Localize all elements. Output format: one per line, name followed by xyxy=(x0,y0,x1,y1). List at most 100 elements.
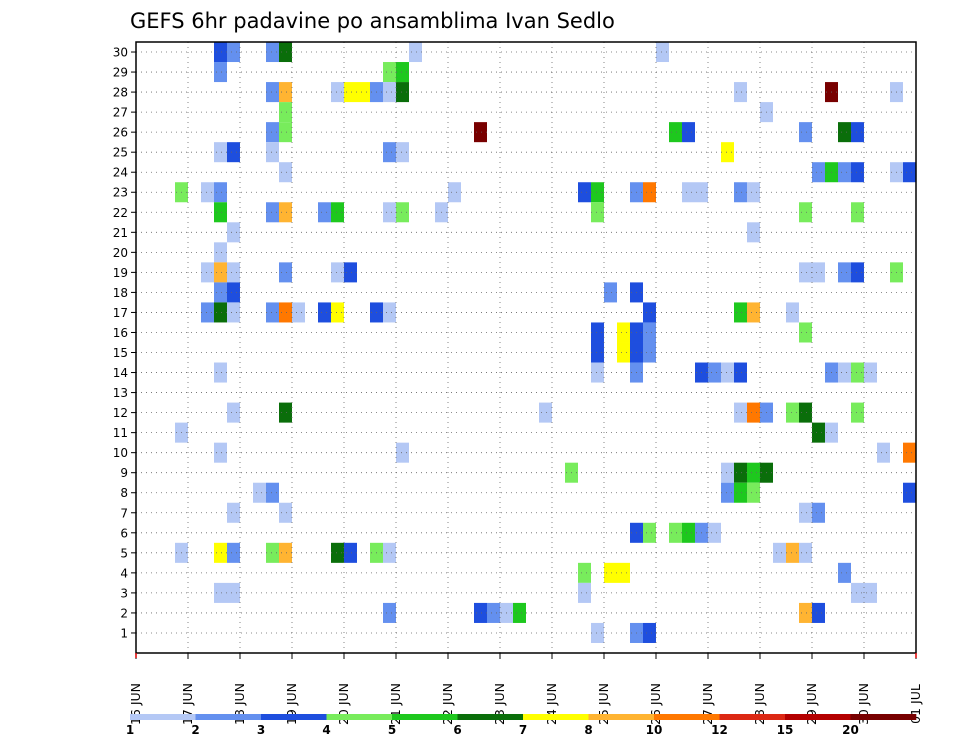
heatmap-cell xyxy=(279,502,292,523)
legend-label: 2 xyxy=(191,723,199,737)
legend-swatch xyxy=(326,714,393,720)
heatmap-cell xyxy=(734,82,747,103)
y-tick-label: 1 xyxy=(120,626,128,640)
heatmap-cell xyxy=(396,142,409,163)
y-tick-label: 30 xyxy=(113,46,128,60)
legend-swatch xyxy=(850,714,917,720)
heatmap-cell xyxy=(799,322,812,343)
legend-label: 7 xyxy=(519,723,527,737)
y-tick-label: 26 xyxy=(113,126,128,140)
heatmap-cell xyxy=(799,202,812,223)
heatmap-cell xyxy=(448,182,461,203)
heatmap-cell xyxy=(708,362,721,383)
heatmap-cell xyxy=(214,582,227,603)
legend-swatch xyxy=(457,714,524,720)
y-axis-ticks: 1234567891011121314151617181920212223242… xyxy=(113,46,136,640)
heatmap-cell xyxy=(227,302,240,323)
legend-label: 4 xyxy=(322,723,330,737)
heatmap-cell xyxy=(838,262,851,283)
heatmap-cell xyxy=(266,142,279,163)
legend-label: 3 xyxy=(257,723,265,737)
legend-label: 5 xyxy=(388,723,396,737)
heatmap-cell xyxy=(734,302,747,323)
heatmap-cell xyxy=(227,142,240,163)
heatmap-cell xyxy=(682,122,695,143)
heatmap-cell xyxy=(214,202,227,223)
heatmap-cell xyxy=(279,162,292,183)
grid-lines xyxy=(136,42,916,653)
heatmap-cell xyxy=(344,82,357,103)
heatmap-cell xyxy=(227,262,240,283)
heatmap-cell xyxy=(279,122,292,143)
heatmap-cell xyxy=(903,162,916,183)
y-tick-label: 15 xyxy=(113,346,128,360)
heatmap-cell xyxy=(877,442,890,463)
heatmap-cell xyxy=(344,542,357,563)
heatmap-cell xyxy=(903,482,916,503)
heatmap-cell xyxy=(266,202,279,223)
heatmap-cell xyxy=(851,122,864,143)
heatmap-cell xyxy=(812,502,825,523)
heatmap-cell xyxy=(903,442,916,463)
heatmap-cell xyxy=(331,82,344,103)
heatmap-cell xyxy=(838,562,851,583)
heatmap-cell xyxy=(851,262,864,283)
heatmap-cell xyxy=(747,402,760,423)
heatmap-cell xyxy=(513,602,526,623)
heatmap-cell xyxy=(266,542,279,563)
legend-label: 15 xyxy=(777,723,794,737)
heatmap-cell xyxy=(279,402,292,423)
heatmap-cell xyxy=(214,182,227,203)
heatmap-cell xyxy=(721,462,734,483)
heatmap-cell xyxy=(292,302,305,323)
heatmap-cell xyxy=(721,142,734,163)
heatmap-cell xyxy=(747,482,760,503)
heatmap-cell xyxy=(331,542,344,563)
heatmap-cell xyxy=(383,602,396,623)
heatmap-cell xyxy=(591,342,604,363)
heatmap-cell xyxy=(708,522,721,543)
y-tick-label: 28 xyxy=(113,86,128,100)
heatmap-cell xyxy=(214,442,227,463)
heatmap-cell xyxy=(864,362,877,383)
heatmap-cell xyxy=(474,122,487,143)
heatmap-cell xyxy=(227,502,240,523)
heatmap-cell xyxy=(682,522,695,543)
color-legend: 1 2 3 4 5 6 7 8 10 12 15 20 xyxy=(126,714,917,737)
heatmap-cell xyxy=(383,62,396,83)
heatmap-cell xyxy=(643,182,656,203)
y-tick-label: 23 xyxy=(113,186,128,200)
legend-swatch xyxy=(195,714,262,720)
heatmap-cell xyxy=(591,622,604,643)
heatmap-cell xyxy=(734,482,747,503)
heatmap-cell xyxy=(643,322,656,343)
heatmap-cell xyxy=(773,542,786,563)
y-tick-label: 16 xyxy=(113,326,128,340)
heatmap-cell xyxy=(266,302,279,323)
x-tick-label: 01 JUL xyxy=(908,684,923,724)
y-tick-label: 27 xyxy=(113,106,128,120)
heatmap-cell xyxy=(201,302,214,323)
heatmap-cell xyxy=(669,522,682,543)
legend-swatch xyxy=(523,714,589,720)
heatmap-cell xyxy=(214,142,227,163)
heatmap-cell xyxy=(279,202,292,223)
legend-swatch xyxy=(261,714,327,720)
heatmap-cell xyxy=(318,302,331,323)
heatmap-cell xyxy=(812,422,825,443)
heatmap-cell xyxy=(227,402,240,423)
legend-swatch xyxy=(130,714,196,720)
heatmap-cell xyxy=(578,182,591,203)
heatmap-cell xyxy=(279,262,292,283)
heatmap-cell xyxy=(591,362,604,383)
y-tick-label: 4 xyxy=(120,566,128,580)
heatmap-cell xyxy=(747,302,760,323)
heatmap-cell xyxy=(396,202,409,223)
heatmap-cell xyxy=(591,182,604,203)
heatmap-cell xyxy=(383,142,396,163)
heatmap-cell xyxy=(617,342,630,363)
y-tick-label: 24 xyxy=(113,166,128,180)
y-tick-label: 11 xyxy=(113,426,128,440)
legend-label: 8 xyxy=(584,723,592,737)
heatmap-cell xyxy=(227,582,240,603)
